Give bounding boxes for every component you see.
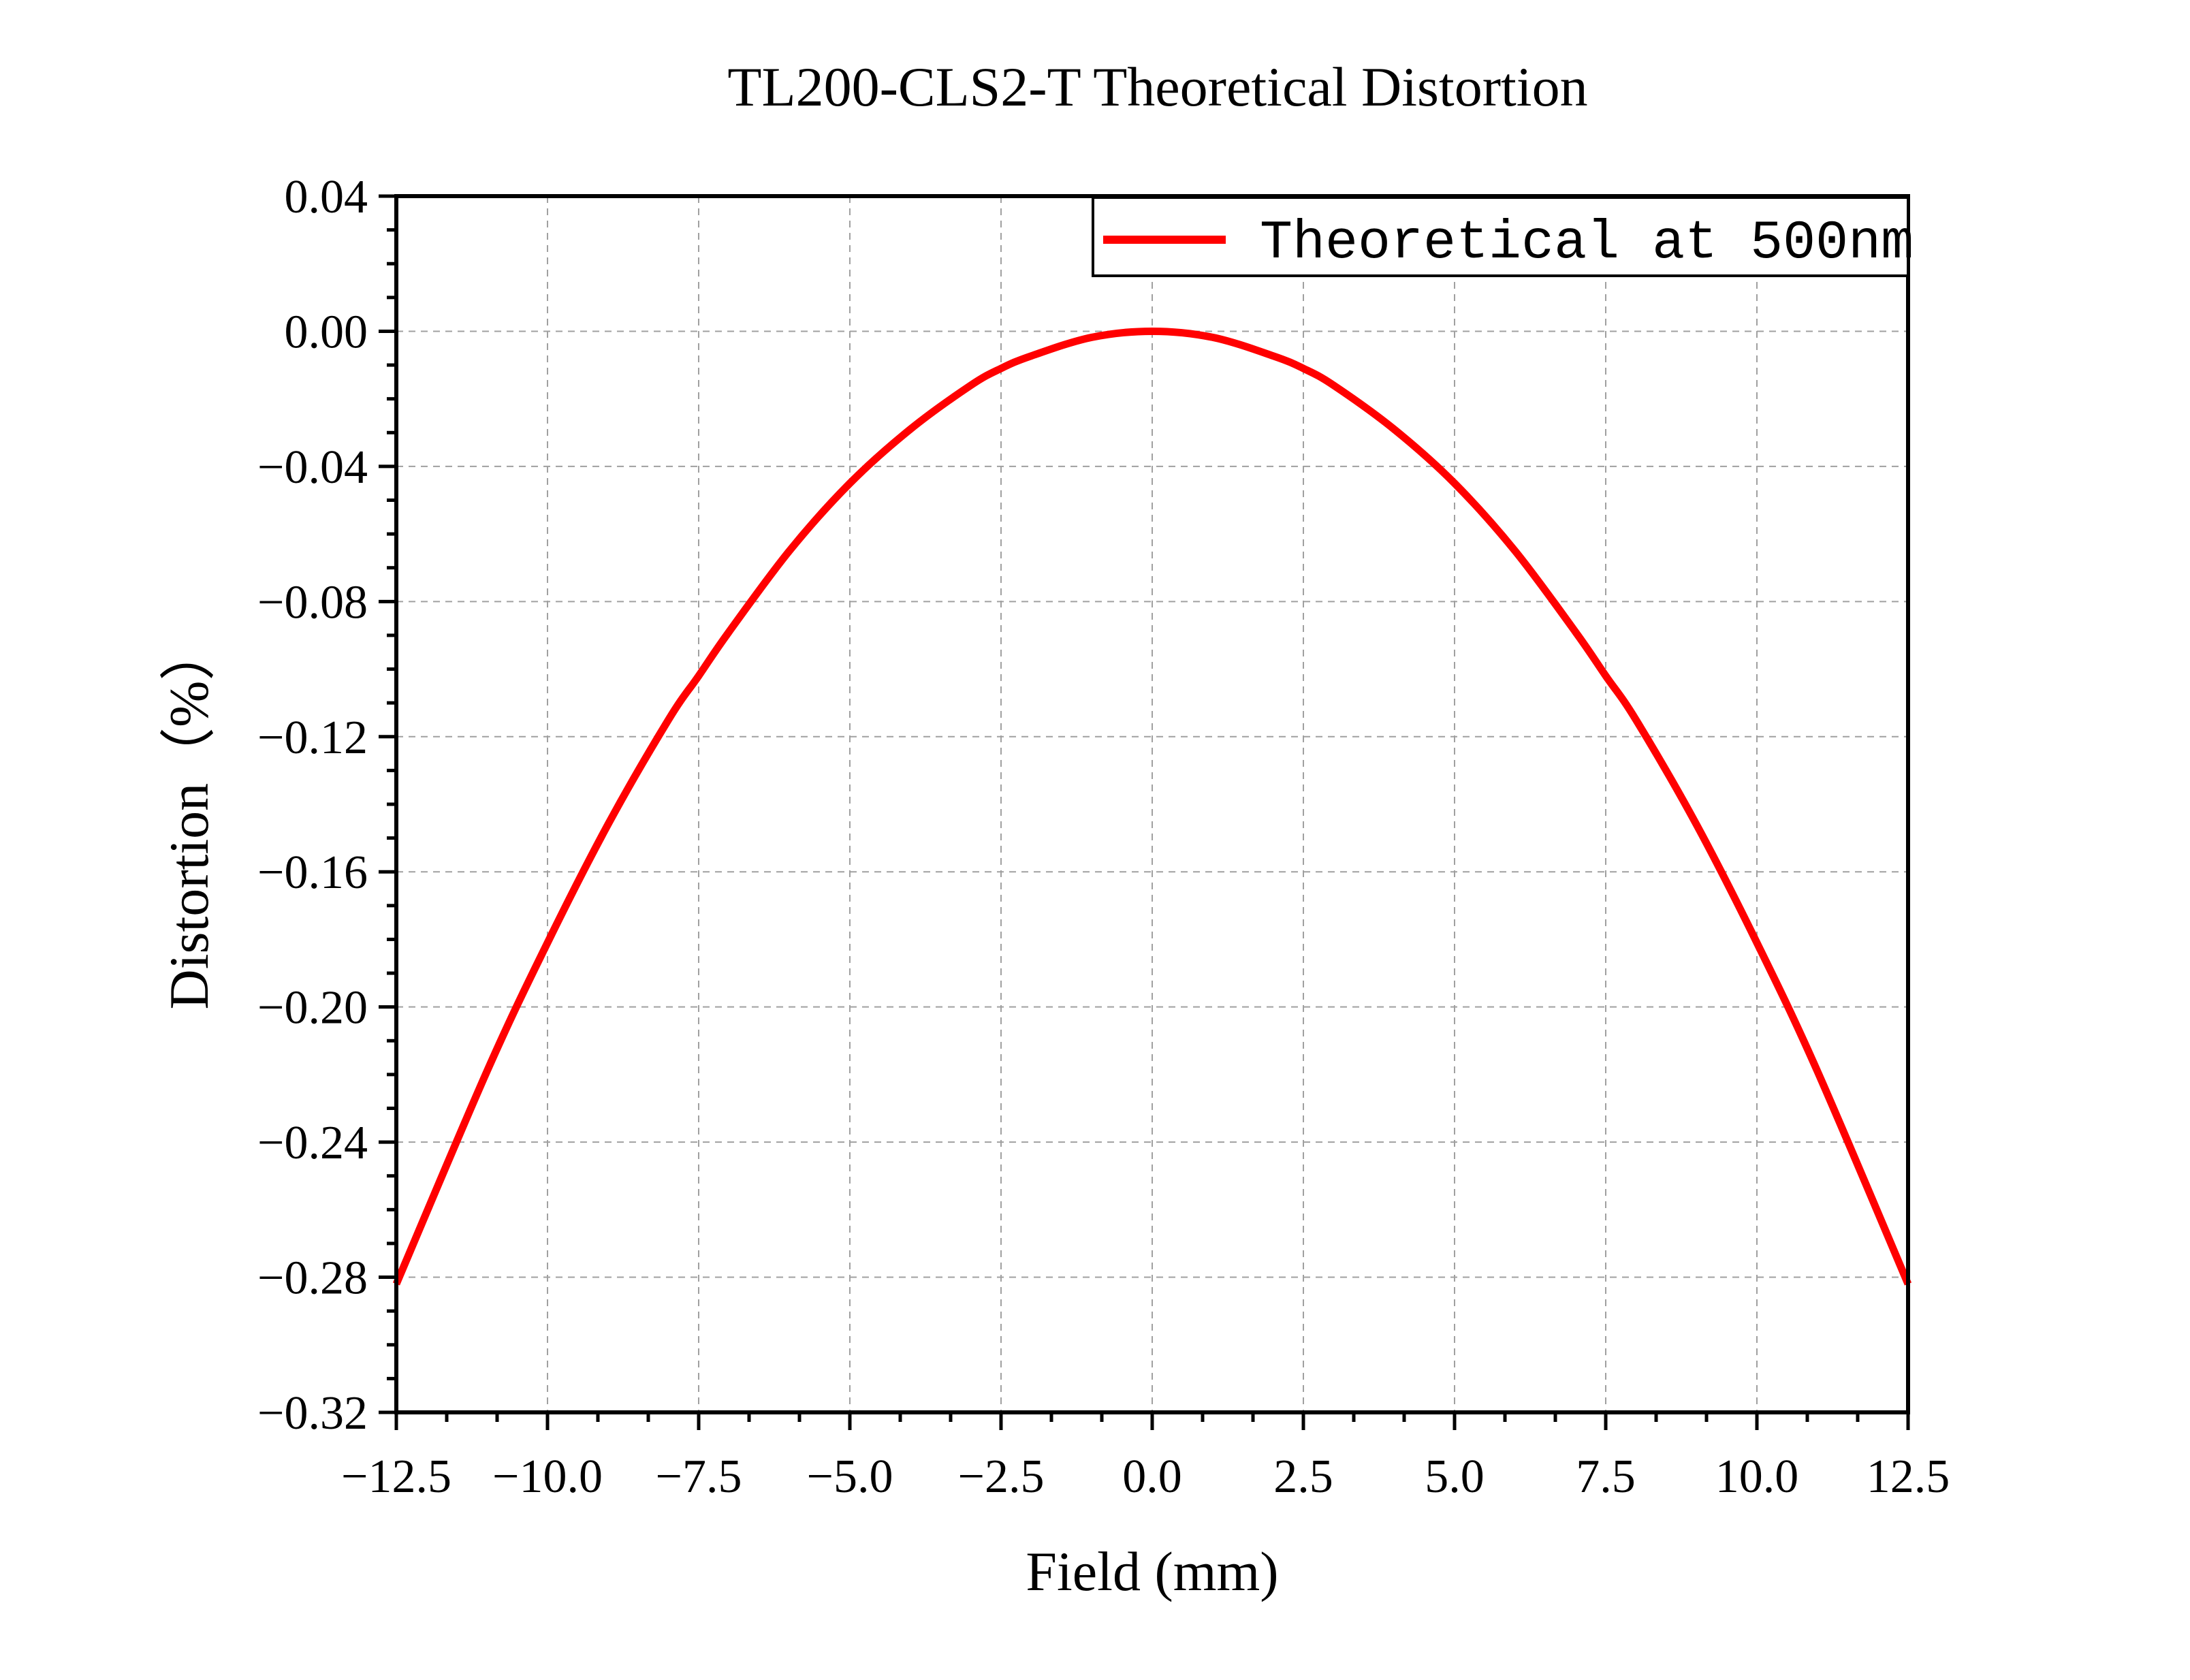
y-tick-label: −0.16 (257, 846, 368, 899)
x-tick-label: 5.0 (1425, 1451, 1485, 1503)
y-tick-label: −0.20 (257, 982, 368, 1034)
x-tick-label: −12.5 (341, 1451, 451, 1503)
x-tick-label: −7.5 (656, 1451, 742, 1503)
x-tick-label: 12.5 (1867, 1451, 1950, 1503)
y-tick-label: −0.04 (257, 441, 368, 494)
axis-layer: −12.5 −10.0 −7.5 −5.0 −2.5 0.0 2.5 5.0 7.5 10.0 12… (257, 171, 1950, 1503)
x-tick-label: 10.0 (1715, 1451, 1799, 1503)
y-tick-label: −0.12 (257, 712, 368, 764)
y-tick-label: −0.08 (257, 576, 368, 629)
y-tick-label: 0.00 (285, 306, 368, 358)
legend: Theoretical at 500nm (1092, 196, 1914, 277)
legend-box (1092, 196, 1909, 277)
chart-title: TL200-CLS2-T Theoretical Distortion (727, 56, 1587, 118)
series-layer (392, 327, 1912, 1286)
y-axis-label: Distortion（%） (158, 625, 220, 1010)
grid-lines (396, 196, 1908, 1412)
x-tick-label: 2.5 (1273, 1451, 1333, 1503)
y-tick-label: −0.32 (257, 1387, 368, 1440)
legend-label-theoretical-500nm: Theoretical at 500nm (1260, 212, 1914, 274)
x-tick-label: 7.5 (1576, 1451, 1636, 1503)
series-line-theoretical-500nm (392, 327, 1912, 1286)
y-tick-label: −0.24 (257, 1117, 368, 1169)
x-tick-label: 0.0 (1122, 1451, 1182, 1503)
x-tick-label: −10.0 (492, 1451, 603, 1503)
y-tick-label: 0.04 (285, 171, 368, 223)
y-tick-label: −0.28 (257, 1252, 368, 1305)
x-tick-label: −2.5 (958, 1451, 1045, 1503)
x-axis-label: Field (mm) (1026, 1540, 1278, 1602)
x-tick-label: −5.0 (807, 1451, 893, 1503)
